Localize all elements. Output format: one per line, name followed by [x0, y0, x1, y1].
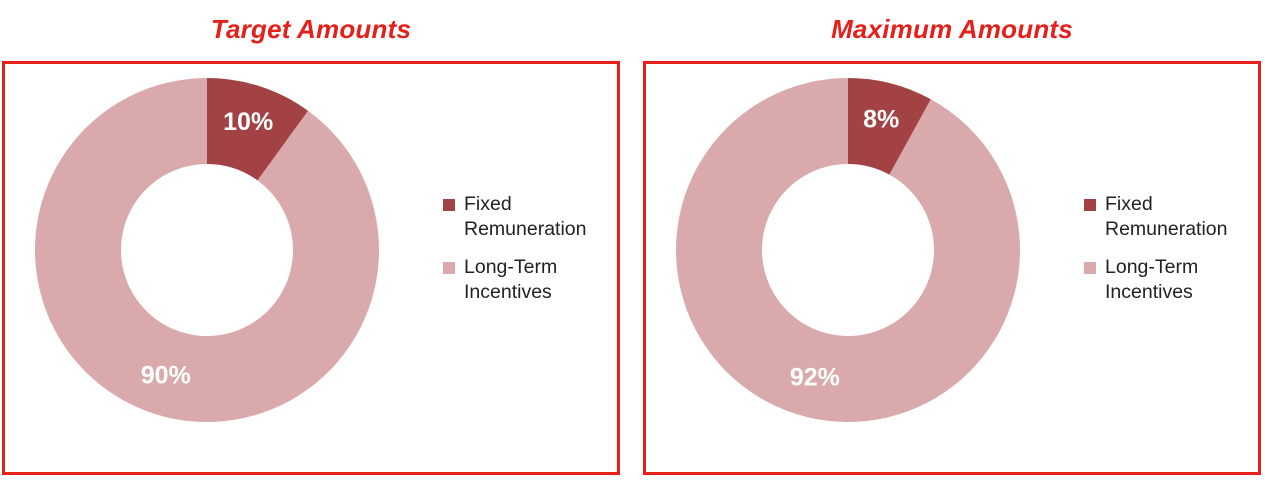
target-amounts-donut: 10% 90%	[33, 76, 381, 424]
chart-frame-maximum-amounts: 8% 92% Fixed Remuneration Long-Term Ince…	[643, 61, 1261, 475]
page-title-target-amounts: Target Amounts	[210, 14, 412, 44]
donut-slice-long-term-incentives[interactable]	[676, 78, 1020, 422]
legend-label-long-term-incentives: Long-Term Incentives	[464, 256, 558, 303]
legend-maximum-amounts: Fixed Remuneration Long-Term Incentives	[1084, 192, 1260, 318]
legend-label-fixed-remuneration: Fixed Remuneration	[464, 193, 587, 240]
legend-label-long-term-incentives: Long-Term Incentives	[1105, 256, 1199, 303]
slice-value-label-long-term-incentives: 92%	[790, 364, 840, 392]
legend-swatch-icon-fixed-remuneration	[443, 199, 455, 211]
donut-slice-fixed-remuneration[interactable]	[848, 78, 931, 175]
panel-target-amounts: Target Amounts 10% 90% Fixed Remuneratio…	[0, 0, 622, 481]
slice-value-label-fixed-remuneration: 8%	[863, 105, 899, 133]
chart-frame-target-amounts: 10% 90% Fixed Remuneration Long-Term Inc…	[2, 61, 620, 475]
maximum-amounts-donut: 8% 92%	[674, 76, 1022, 424]
page-title-maximum-amounts: Maximum Amounts	[831, 14, 1073, 44]
legend-target-amounts: Fixed Remuneration Long-Term Incentives	[443, 192, 619, 318]
legend-label-fixed-remuneration: Fixed Remuneration	[1105, 193, 1228, 240]
legend-item-long-term-incentives[interactable]: Long-Term Incentives	[443, 255, 619, 305]
legend-item-fixed-remuneration[interactable]: Fixed Remuneration	[443, 192, 619, 242]
donut-svg-target: 10% 90%	[34, 78, 379, 422]
legend-swatch-icon-long-term-incentives	[443, 262, 455, 274]
legend-swatch-icon-long-term-incentives	[1084, 262, 1096, 274]
legend-item-fixed-remuneration[interactable]: Fixed Remuneration	[1084, 192, 1260, 242]
legend-item-long-term-incentives[interactable]: Long-Term Incentives	[1084, 255, 1260, 305]
panel-maximum-amounts: Maximum Amounts 8% 92% Fixed Remuneratio…	[641, 0, 1263, 481]
slice-value-label-fixed-remuneration: 10%	[223, 108, 273, 136]
donut-slice-fixed-remuneration[interactable]	[207, 78, 309, 181]
donut-slices-target	[34, 78, 379, 422]
slice-value-label-long-term-incentives: 90%	[141, 361, 191, 389]
donut-svg-maximum: 8% 92%	[676, 78, 1020, 422]
donut-slice-long-term-incentives[interactable]	[34, 78, 379, 422]
legend-swatch-icon-fixed-remuneration	[1084, 199, 1096, 211]
donut-slices-maximum	[676, 78, 1020, 422]
